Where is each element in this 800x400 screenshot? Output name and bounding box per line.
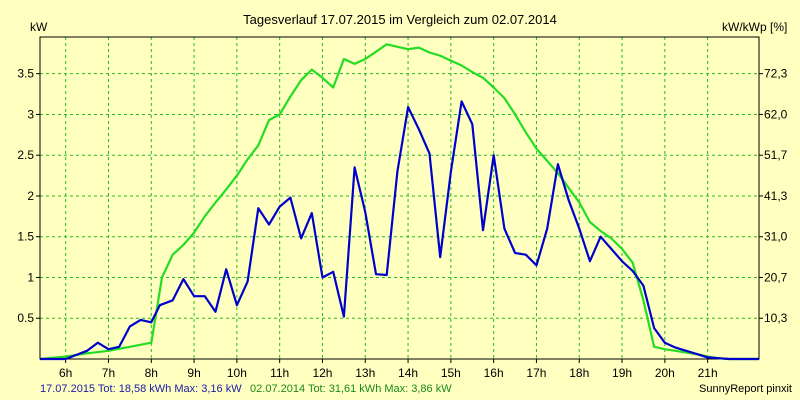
y-tick-label-right: 51,7 bbox=[764, 148, 788, 162]
x-tick-label: 21h bbox=[698, 366, 718, 380]
y-tick-label-left: 1.5 bbox=[17, 230, 34, 244]
y-tick-label-right: 62,0 bbox=[764, 107, 788, 121]
x-tick-label: 19h bbox=[612, 366, 632, 380]
series-line-17-07-2015 bbox=[40, 100, 759, 361]
x-tick-label: 7h bbox=[102, 366, 115, 380]
x-tick-label: 20h bbox=[655, 366, 675, 380]
x-tick-label: 8h bbox=[145, 366, 158, 380]
y-tick-label-left: 2 bbox=[27, 189, 34, 203]
x-tick-label: 6h bbox=[59, 366, 72, 380]
x-tick-label: 9h bbox=[187, 366, 200, 380]
x-tick-label: 12h bbox=[312, 366, 332, 380]
y-tick-label-right: 72,3 bbox=[764, 67, 788, 81]
footer-green-summary: 02.07.2014 Tot: 31,61 kWh Max: 3,86 kW bbox=[250, 383, 452, 395]
y-ticks-left: 0.5 1 1.5 2 2.5 3 3.5 bbox=[17, 67, 40, 325]
y-axis-right-label: kW/kWp [%] bbox=[722, 20, 787, 34]
x-tick-label: 17h bbox=[526, 366, 546, 380]
x-tick-label: 18h bbox=[569, 366, 589, 380]
series-line-02-07-2014 bbox=[39, 43, 759, 361]
y-tick-label-left: 1 bbox=[27, 270, 34, 284]
y-ticks-right: 10,3 20,7 31,0 41,3 51,7 62,0 72,3 bbox=[759, 67, 788, 325]
y-tick-label-left: 0.5 bbox=[17, 311, 34, 325]
y-tick-label-left: 2.5 bbox=[17, 148, 34, 162]
series-layer bbox=[39, 43, 759, 361]
y-tick-label-left: 3.5 bbox=[17, 67, 34, 81]
y-tick-label-right: 31,0 bbox=[764, 230, 788, 244]
x-tick-label: 11h bbox=[270, 366, 289, 380]
footer-credit: SunnyReport pinxit bbox=[699, 383, 792, 395]
y-tick-label-right: 10,3 bbox=[764, 311, 788, 325]
footer-blue-summary: 17.07.2015 Tot: 18,58 kWh Max: 3,16 kW bbox=[40, 383, 242, 395]
x-tick-label: 15h bbox=[441, 366, 461, 380]
footer-line: 17.07.2015 Tot: 18,58 kWh Max: 3,16 kW 0… bbox=[40, 379, 452, 396]
y-axis-left-label: kW bbox=[30, 20, 48, 34]
x-tick-label: 13h bbox=[355, 366, 375, 380]
plot-frame bbox=[39, 36, 760, 360]
x-ticks: 6h 7h 8h 9h 10h 11h 12h 13h 14h 15h 16h 17h 18h 19h 20… bbox=[59, 359, 718, 380]
y-tick-label-right: 41,3 bbox=[764, 189, 788, 203]
chart-title: Tagesverlauf 17.07.2015 im Vergleich zum… bbox=[243, 12, 557, 27]
x-tick-label: 14h bbox=[398, 366, 418, 380]
x-tick-label: 10h bbox=[227, 366, 247, 380]
y-tick-label-right: 20,7 bbox=[764, 270, 788, 284]
x-tick-label: 16h bbox=[484, 366, 504, 380]
y-tick-label-left: 3 bbox=[27, 107, 34, 121]
